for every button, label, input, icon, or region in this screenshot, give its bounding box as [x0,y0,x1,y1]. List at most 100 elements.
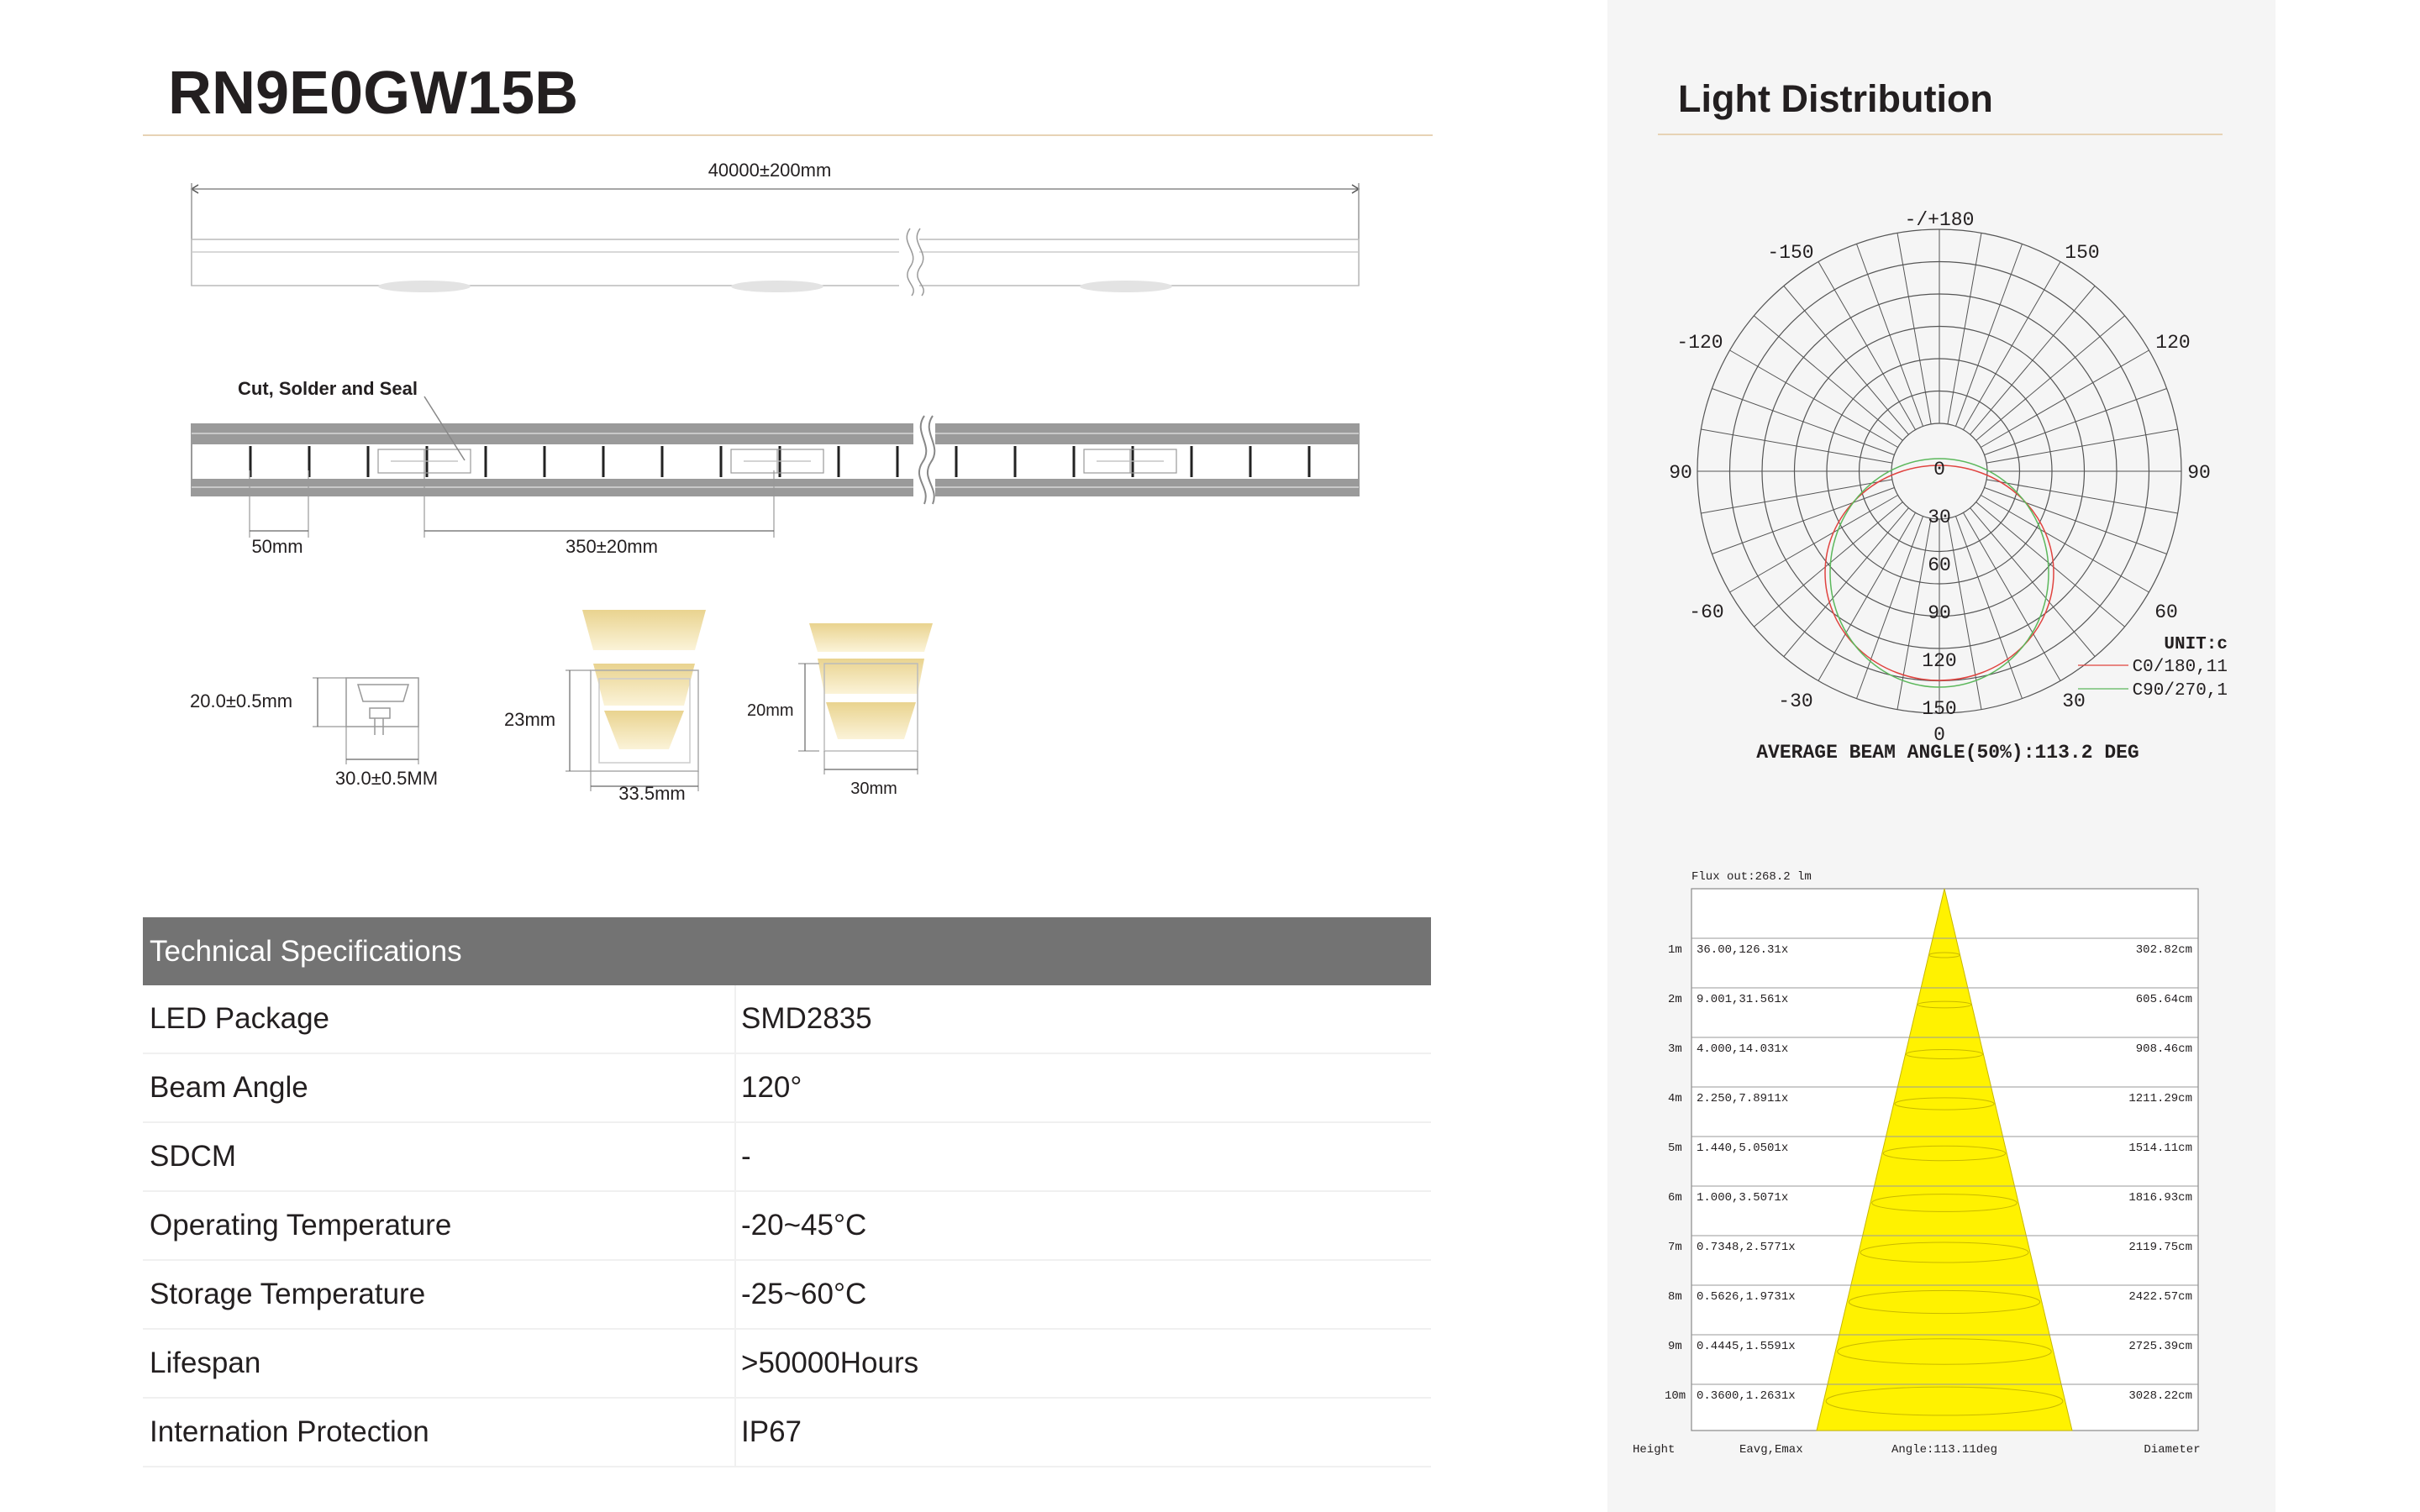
beam-row: 7m 0.7348,2.5771x 2119.75cm [1668,1241,2192,1254]
polar-spoke [1818,261,1916,430]
beam-row: 10m 0.3600,1.2631x 3028.22cm [1665,1389,2192,1403]
beam-eavg: 1.000,3.5071x [1697,1191,1788,1205]
profile1-width: 30.0±0.5MM [335,768,438,789]
beam-footer-height: Height [1633,1443,1675,1457]
beam-row: 4m 2.250,7.8911x 1211.29cm [1668,1092,2192,1105]
polar-angle-label: 150 [2065,242,2099,264]
spec-value: - [741,1140,751,1173]
cut-interval-dimension: 350±20mm [566,536,658,557]
polar-spoke [1754,501,1903,627]
beam-diameter: 1211.29cm [2128,1092,2192,1105]
polar-angle-label: 30 [2062,690,2086,712]
beam-eavg: 9.001,31.561x [1697,993,1788,1006]
product-title: RN9E0GW15B [168,60,579,127]
polar-spoke [1712,487,1895,554]
spec-value: >50000Hours [741,1347,919,1379]
cross-section-profile: 23mm 33.5mm [504,610,706,804]
spec-row: Operating Temperature -20~45°C [143,1192,1431,1261]
spec-value: IP67 [741,1415,802,1448]
spec-value: SMD2835 [741,1002,872,1035]
polar-spoke [1975,501,2125,627]
beam-eavg: 2.250,7.8911x [1697,1092,1788,1105]
beam-cone-diagram: Flux out:268.2 lm 1m 36.00,126.31x 302.82c… [1633,870,2201,1457]
beam-row: 1m 36.00,126.31x 302.82cm [1668,943,2192,957]
beam-footer-eavg: Eavg,Emax [1739,1443,1803,1457]
profile2-height: 23mm [504,709,555,730]
legend-c0: C0/180,11 [2133,658,2228,677]
polar-spoke [1970,507,2096,657]
profile3-width: 30mm [850,780,897,798]
polar-angle-label: -30 [1778,690,1812,712]
spec-key: Storage Temperature [150,1278,426,1310]
beam-diameter: 3028.22cm [2128,1389,2192,1403]
polar-radial-label: 30 [1928,507,1951,528]
beam-height: 3m [1668,1042,1682,1056]
spec-key: Lifespan [150,1347,261,1379]
beam-rows: 1m 36.00,126.31x 302.82cm 2m 9.001,31.561x 6… [1665,943,2192,1403]
spec-table-header: Technical Specifications [143,917,1431,985]
cross-section-profile-small: 20mm 30mm [747,623,933,798]
beam-ring [1837,1338,2052,1365]
spec-row: Beam Angle 120° [143,1054,1431,1123]
spec-row: Storage Temperature -25~60°C [143,1261,1431,1330]
beam-ring [1906,1049,1983,1059]
beam-row-lines [1691,937,2198,1416]
beam-ring [1894,1097,1995,1110]
polar-angle-label: 90 [2187,462,2211,484]
spec-value: -20~45°C [741,1209,867,1242]
polar-spoke [1963,261,2061,430]
beam-height: 9m [1668,1340,1682,1353]
beam-height: 2m [1668,993,1682,1006]
top-view-strip: Cut, Solder and Seal 50mm 350±20mm [191,378,1360,557]
polar-radial-label: 150 [1922,698,1956,720]
polar-spoke [1856,244,1923,427]
spec-key: SDCM [150,1140,237,1173]
beam-eavg: 0.7348,2.5771x [1697,1241,1796,1254]
polar-diagram: -/+180 -150 150 -120 120 90 90 -60 60 -3… [1669,209,2228,764]
beam-diameter: 1514.11cm [2128,1142,2192,1155]
beam-height: 1m [1668,943,1682,957]
beam-ring [1917,1000,1972,1009]
beam-row: 8m 0.5626,1.9731x 2422.57cm [1668,1290,2192,1304]
beam-eavg: 0.3600,1.2631x [1697,1389,1796,1403]
profile2-width: 33.5mm [618,783,685,804]
beam-height: 8m [1668,1290,1682,1304]
polar-grid [1697,228,2182,714]
polar-radial-labels: 0 30 60 90 120 150 [1922,459,1956,720]
polar-spoke [1947,233,1982,424]
beam-eavg: 4.000,14.031x [1697,1042,1788,1056]
polar-spoke [1754,315,1903,441]
light-distribution-title: Light Distribution [1678,77,1993,120]
beam-ring [1825,1386,2064,1416]
beam-row: 6m 1.000,3.5071x 1816.93cm [1668,1191,2192,1205]
polar-spoke [1783,507,1909,657]
polar-radial-label: 120 [1922,650,1956,672]
spec-value: 120° [741,1071,802,1104]
light-distribution-divider [1658,134,2223,135]
curve-c90 [1829,458,2049,688]
profile1-height: 20.0±0.5mm [190,690,292,711]
polar-spoke [1963,512,2061,681]
beam-footer-angle: Angle:113.11deg [1891,1443,1997,1457]
beam-diameter: 908.46cm [2136,1042,2192,1056]
beam-ring [1928,952,1960,958]
beam-diameter: 2422.57cm [2128,1290,2192,1304]
led-segment-marks [249,446,1311,477]
polar-spoke [1986,428,2178,464]
polar-spoke [1729,349,1898,448]
segment-dimension: 50mm [251,536,302,557]
spec-key: Operating Temperature [150,1209,452,1242]
polar-spoke [1955,516,2023,699]
spec-key: Internation Protection [150,1415,429,1448]
polar-angle-label: 120 [2155,332,2190,354]
spec-key: LED Package [150,1002,330,1035]
polar-spoke [1986,479,2178,514]
polar-spoke [1955,244,2023,427]
beam-diameter: 1816.93cm [2128,1191,2192,1205]
beam-cone [1816,888,2073,1431]
polar-radial-label: 60 [1928,554,1951,576]
spec-row: LED Package SMD2835 [143,985,1431,1054]
side-view-strip: 40000±200mm [190,160,1360,297]
beam-eavg: 0.4445,1.5591x [1697,1340,1796,1353]
length-dimension: 40000±200mm [708,160,832,181]
